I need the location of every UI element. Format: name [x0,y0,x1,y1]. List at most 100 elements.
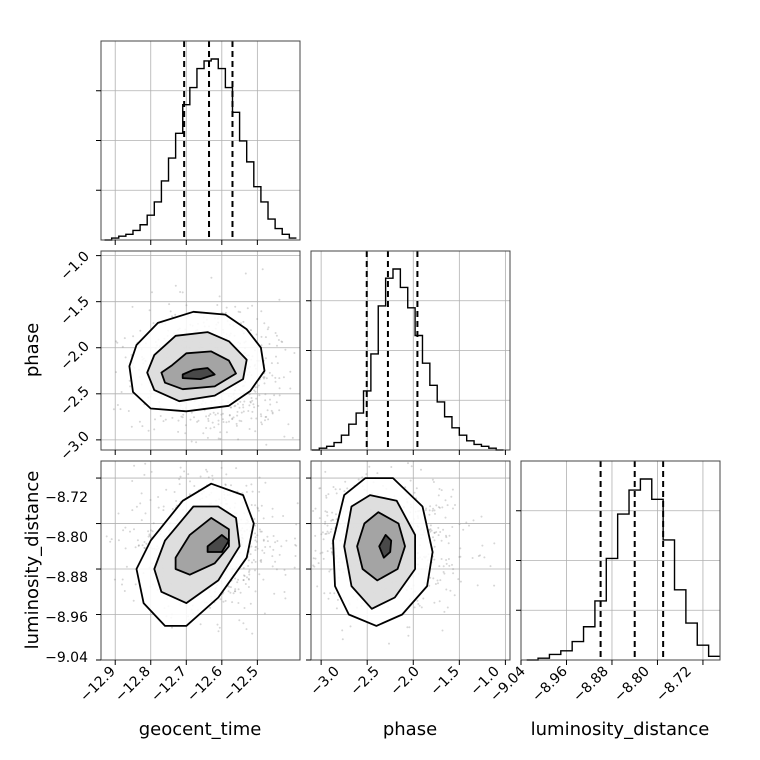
scatter-point [217,423,220,426]
scatter-point [235,467,238,470]
scatter-point [205,415,208,418]
scatter-point [221,418,224,421]
scatter-point [261,423,263,426]
scatter-point [253,389,256,392]
scatter-point [452,507,454,510]
scatter-point [437,506,440,509]
scatter-point [171,626,173,629]
scatter-point [231,417,234,420]
scatter-point [247,410,250,412]
scatter-point [404,486,407,489]
scatter-point [444,516,447,519]
scatter-point [324,520,327,523]
scatter-point [445,559,448,561]
scatter-point [451,526,454,528]
scatter-point [465,521,468,524]
scatter-point [242,579,245,581]
scatter-point [357,478,360,481]
scatter-point [171,508,174,510]
scatter-point [232,592,235,595]
scatter-point [219,437,222,440]
scatter-point [479,554,481,557]
scatter-point [225,421,228,424]
scatter-point [131,305,134,308]
scatter-point [431,509,434,512]
scatter-point [193,485,196,487]
scatter-point [248,569,251,572]
scatter-point [224,483,227,486]
density-contour [181,367,216,381]
scatter-point [282,376,285,379]
scatter-point [174,313,177,316]
scatter-point [275,355,277,358]
scatter-point [263,322,266,325]
scatter-point [254,504,257,507]
scatter-point [452,568,455,571]
scatter-point [271,507,274,510]
scatter-point [264,336,267,339]
scatter-point [326,530,329,533]
scatter-point [254,560,257,563]
scatter-point [406,626,409,629]
scatter-point [276,344,278,347]
scatter-point [217,419,220,422]
scatter-point [433,539,436,542]
x-axis-title-luminosity-distance: luminosity_distance [531,719,710,740]
scatter-point [115,340,118,343]
scatter-point [390,466,393,468]
scatter-point [323,592,326,595]
scatter-point [131,509,134,512]
scatter-point [183,470,186,473]
y-ticks-luminosity-distance: −8.72 −8.80 −8.88 −8.96 −9.04 [45,490,88,666]
scatter-point [214,413,217,416]
scatter-point [447,558,450,560]
scatter-point [253,406,256,409]
scatter-point [199,623,202,626]
scatter-point [119,408,122,411]
scatter-point [189,418,192,421]
scatter-point [177,419,180,422]
scatter-point [144,547,146,550]
scatter-point [333,592,336,595]
scatter-point [243,574,245,577]
scatter-point [237,310,240,313]
scatter-point [275,334,278,337]
scatter-point [280,340,283,343]
scatter-point [235,424,238,427]
scatter-point [220,413,223,416]
scatter-point [433,509,436,512]
y-tick-label: −8.80 [45,530,88,546]
scatter-point [432,536,434,539]
scatter-point [220,466,223,469]
scatter-point [312,557,315,560]
scatter-point [242,410,245,413]
scatter-point [239,400,242,403]
scatter-point [332,518,335,521]
scatter-point [117,512,120,515]
scatter-point [250,397,253,399]
scatter-point [343,490,346,493]
scatter-point [254,430,257,433]
scatter-point [274,332,277,334]
scatter-point [181,291,184,294]
scatter-point [217,630,220,633]
scatter-point [224,599,227,602]
scatter-point [240,411,243,414]
scatter-point [258,394,261,397]
scatter-point [245,628,248,631]
scatter-point [185,304,188,307]
scatter-point [287,423,290,426]
scatter-point [440,489,443,492]
scatter-point [314,557,317,560]
scatter-point [219,431,222,434]
scatter-point [239,311,242,314]
scatter-point [252,559,255,561]
scatter-point [116,404,119,406]
scatter-point [424,509,427,512]
scatter-point [312,564,315,567]
scatter-point [164,418,167,421]
scatter-point [413,606,416,609]
scatter-point [171,315,173,318]
scatter-point [148,534,151,537]
scatter-point [439,531,442,533]
